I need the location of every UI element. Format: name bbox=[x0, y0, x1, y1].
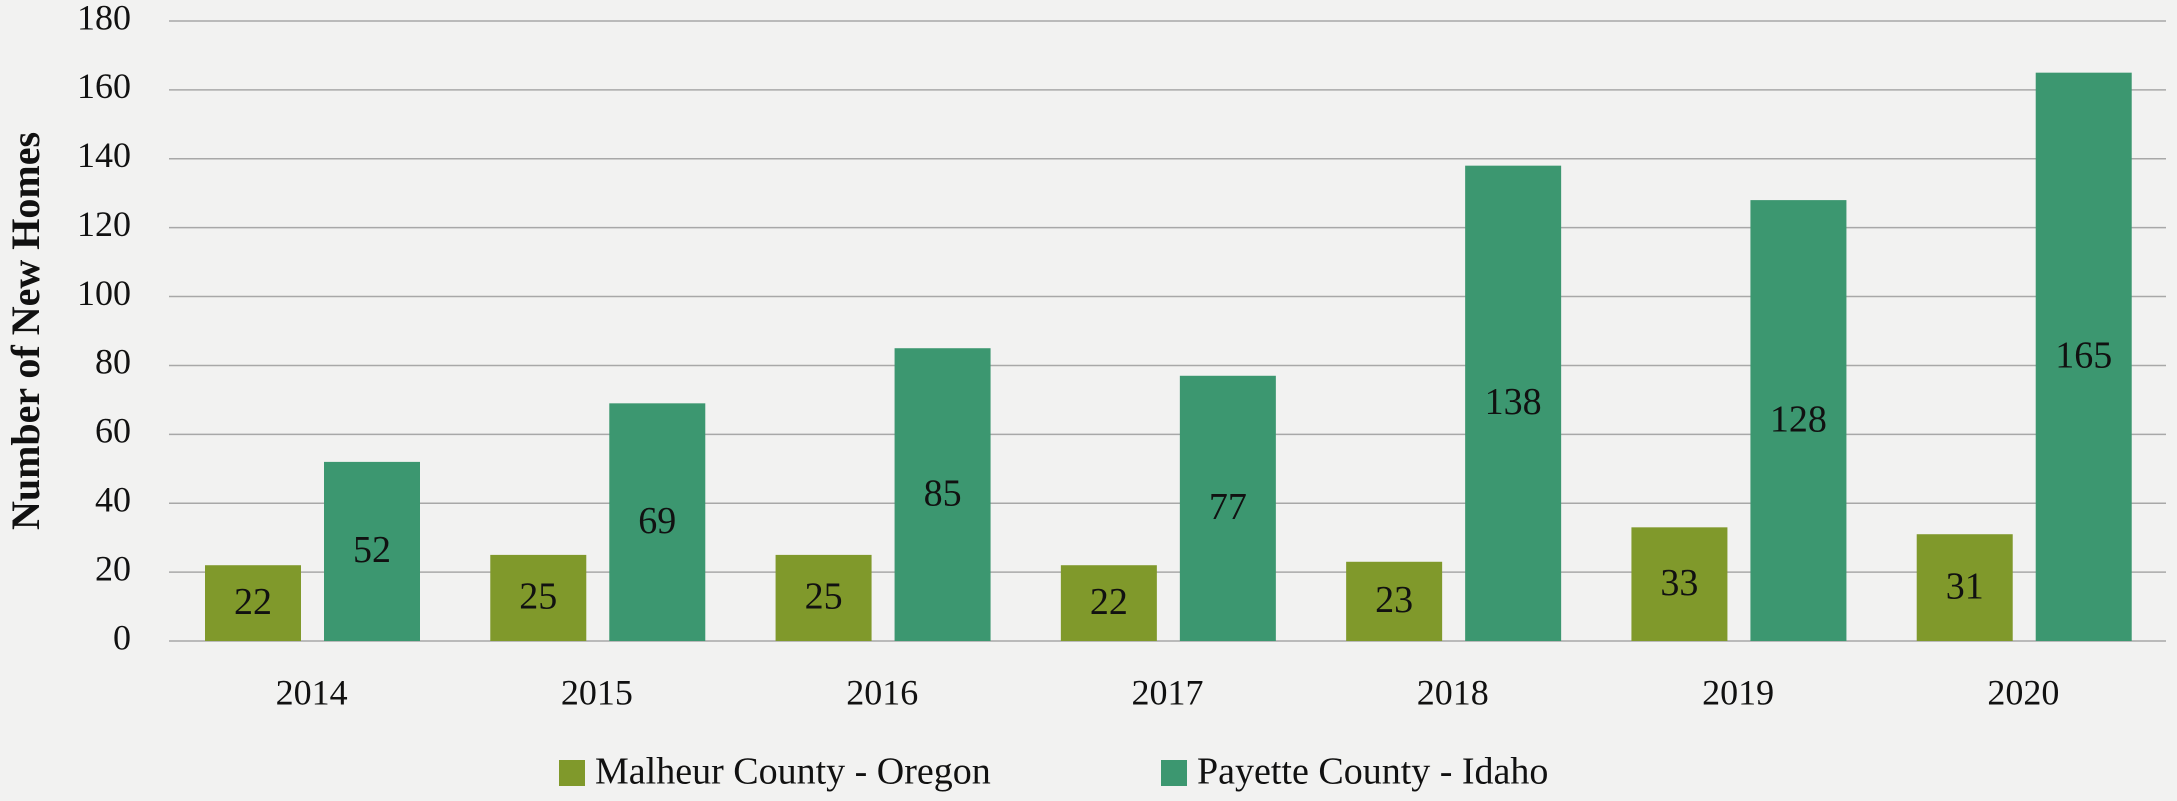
bar bbox=[1060, 565, 1157, 641]
y-axis-title: Number of New Homes bbox=[3, 132, 48, 530]
y-tick-label: 120 bbox=[77, 204, 131, 244]
x-tick-label: 2017 bbox=[1132, 672, 1204, 712]
bar bbox=[775, 554, 872, 641]
data-label: 85 bbox=[924, 472, 962, 514]
y-tick-label: 160 bbox=[77, 66, 131, 106]
data-label: 22 bbox=[234, 581, 272, 623]
data-label: 165 bbox=[2055, 335, 2112, 377]
data-label: 69 bbox=[638, 500, 676, 542]
bar bbox=[205, 565, 301, 641]
bar bbox=[894, 348, 991, 641]
x-tick-label: 2014 bbox=[276, 672, 348, 712]
x-tick-label: 2019 bbox=[1702, 672, 1774, 712]
x-tick-label: 2015 bbox=[561, 672, 633, 712]
legend-label: Payette County - Idaho bbox=[1197, 751, 1548, 793]
data-label: 33 bbox=[1660, 562, 1698, 604]
data-label: 52 bbox=[353, 529, 391, 571]
data-label: 23 bbox=[1375, 579, 1413, 621]
data-label: 138 bbox=[1485, 381, 1542, 423]
y-tick-label: 100 bbox=[77, 273, 131, 313]
y-tick-label: 140 bbox=[77, 135, 131, 175]
y-tick-label: 60 bbox=[95, 411, 131, 451]
y-tick-label: 80 bbox=[95, 342, 131, 382]
data-label: 25 bbox=[519, 576, 557, 618]
bar bbox=[1916, 534, 2013, 641]
bar bbox=[490, 554, 587, 641]
data-label: 25 bbox=[805, 576, 843, 618]
legend-swatch bbox=[1161, 760, 1187, 786]
legend-label: Malheur County - Oregon bbox=[595, 751, 991, 793]
bar bbox=[1465, 165, 1562, 641]
y-tick-label: 40 bbox=[95, 479, 131, 519]
x-tick-label: 2018 bbox=[1417, 672, 1489, 712]
data-label: 128 bbox=[1770, 398, 1827, 440]
bar bbox=[1346, 561, 1443, 641]
data-label: 77 bbox=[1209, 486, 1247, 528]
x-tick-label: 2020 bbox=[1987, 672, 2059, 712]
y-tick-label: 20 bbox=[95, 548, 131, 588]
bar bbox=[324, 461, 420, 641]
legend-swatch bbox=[559, 760, 585, 786]
x-tick-label: 2016 bbox=[846, 672, 918, 712]
bar bbox=[609, 403, 706, 641]
bar bbox=[1631, 527, 1728, 641]
bar bbox=[1179, 375, 1276, 641]
bar bbox=[2035, 72, 2132, 641]
y-tick-label: 0 bbox=[113, 617, 131, 657]
data-label: 31 bbox=[1946, 565, 1984, 607]
bar bbox=[1750, 200, 1847, 641]
y-tick-label: 180 bbox=[77, 0, 131, 37]
data-label: 22 bbox=[1090, 581, 1128, 623]
